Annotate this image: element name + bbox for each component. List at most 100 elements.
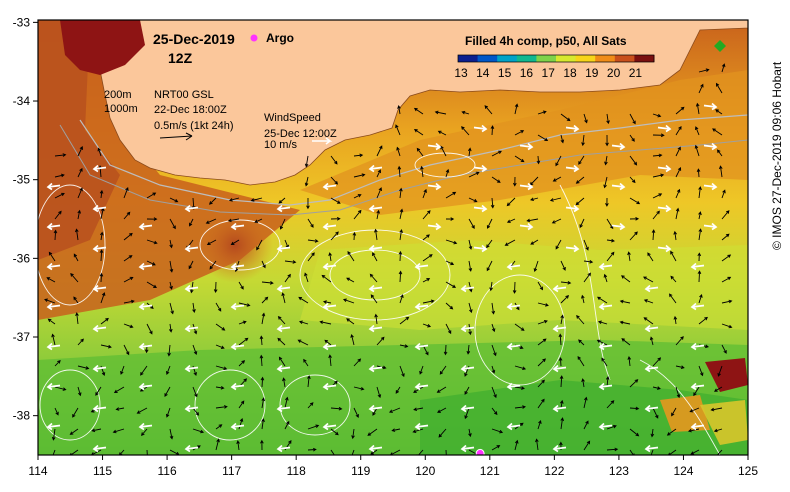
map-frame: [37, 19, 749, 456]
current-arrow: [261, 260, 266, 269]
wind-arrow: [598, 302, 613, 311]
current-arrow: [215, 405, 228, 409]
wind-arrow: [690, 422, 705, 431]
current-arrow: [652, 133, 665, 138]
colorbar-swatch: [458, 55, 479, 62]
current-arrow: [695, 102, 700, 115]
current-arrow: [146, 281, 157, 288]
wind-arrow: [184, 364, 199, 373]
wind-arrow: [519, 222, 534, 231]
current-arrow: [353, 209, 362, 220]
current-arrow: [436, 386, 447, 393]
wind-arrow: [644, 444, 659, 453]
current-arrow: [376, 336, 385, 346]
current-key-scale: 0.5m/s (1kt 24h): [154, 120, 233, 132]
current-arrow: [606, 238, 615, 243]
current-arrow: [169, 197, 179, 203]
current-arrow: [259, 354, 264, 367]
wind-arrow: [276, 204, 291, 213]
current-arrow: [330, 197, 341, 204]
current-arrow: [512, 281, 517, 294]
current-arrow: [298, 320, 309, 325]
current-arrow: [306, 197, 310, 210]
current-arrow: [353, 386, 365, 391]
current-arrow: [468, 239, 473, 250]
wind-arrow: [276, 364, 291, 373]
wind-arrow: [322, 302, 337, 311]
wind-arrow: [414, 422, 429, 431]
wind-arrow: [276, 324, 291, 333]
current-arrow: [140, 365, 148, 376]
current-arrow: [238, 320, 247, 325]
current-arrow: [399, 365, 405, 378]
current-arrow: [445, 281, 457, 288]
current-arrow: [351, 428, 355, 440]
current-arrow: [491, 445, 501, 451]
current-arrow: [560, 113, 571, 122]
current-arrow: [651, 229, 656, 241]
current-arrow: [514, 405, 526, 409]
current-arrow: [647, 252, 654, 262]
current-arrow: [690, 449, 700, 455]
current-arrow: [353, 407, 359, 418]
current-arrow: [652, 357, 662, 367]
current-arrow: [440, 145, 447, 157]
argo-float-marker[interactable]: [475, 448, 485, 457]
current-arrow: [146, 239, 158, 245]
current-arrow: [146, 323, 153, 335]
current-arrow: [395, 124, 401, 136]
current-arrow: [535, 438, 539, 451]
current-arrow: [489, 281, 493, 292]
current-arrow: [284, 396, 289, 409]
wind-arrow: [414, 262, 429, 271]
wind-arrow: [322, 222, 337, 231]
current-arrow: [192, 302, 196, 313]
wind-arrow: [565, 164, 580, 173]
x-tick-label: 123: [609, 464, 629, 478]
current-arrow: [712, 128, 723, 136]
current-arrow: [369, 273, 378, 283]
current-arrow: [693, 386, 700, 397]
wind-arrow: [460, 284, 475, 293]
current-arrow: [718, 165, 723, 178]
current-arrow: [514, 386, 525, 390]
wind-arrow: [92, 404, 107, 413]
colorbar-value-label: 21: [629, 66, 643, 80]
current-arrow: [51, 428, 56, 441]
current-arrow: [675, 336, 684, 346]
wind-arrow: [460, 324, 475, 333]
current-arrow: [581, 134, 585, 147]
colorbar-value-label: 16: [520, 66, 534, 80]
current-arrow: [164, 386, 171, 397]
argo-legend-icon: [250, 34, 258, 42]
current-arrow: [514, 130, 525, 136]
current-arrow: [555, 155, 562, 167]
wind-arrow: [506, 302, 521, 311]
current-arrow: [721, 254, 732, 262]
current-arrow: [51, 333, 56, 346]
current-arrow: [321, 274, 332, 283]
current-arrow: [123, 255, 133, 262]
current-arrow: [583, 440, 591, 451]
wind-arrow: [46, 382, 61, 391]
current-arrow: [512, 176, 517, 187]
colorbar-swatch: [575, 55, 596, 62]
current-arrow: [629, 197, 641, 205]
wind-arrow: [460, 444, 475, 453]
current-arrow: [169, 239, 173, 249]
current-arrow: [581, 378, 585, 388]
current-arrow: [675, 125, 682, 136]
current-arrow: [537, 420, 542, 430]
current-scale-arrowhead: [185, 132, 193, 141]
current-arrow: [54, 173, 65, 178]
wind-arrow: [657, 204, 672, 213]
current-arrow: [353, 358, 362, 367]
current-arrow: [649, 336, 654, 346]
current-arrow: [716, 149, 723, 157]
current-arrow: [491, 344, 497, 357]
current-arrow: [146, 449, 148, 455]
wind-arrow: [138, 422, 153, 431]
current-arrow: [422, 278, 431, 283]
current-arrow: [491, 302, 496, 315]
current-arrow: [434, 110, 447, 115]
